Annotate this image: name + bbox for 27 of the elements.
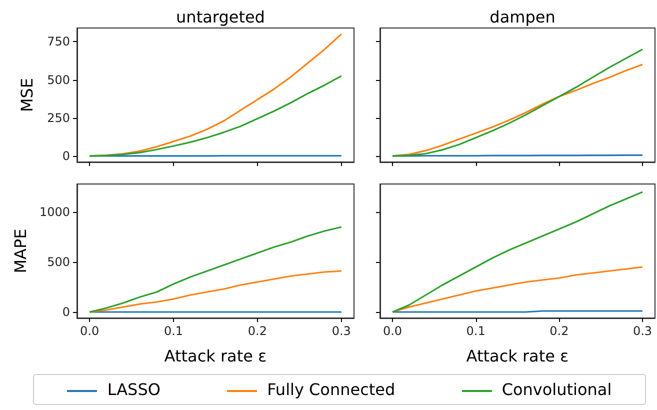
- line-series: [88, 270, 342, 313]
- y-tick-label: 500: [47, 72, 70, 87]
- y-tick-label: 250: [47, 110, 70, 125]
- y-tick-label: 750: [47, 34, 70, 49]
- x-tick-label: 0.3: [332, 324, 351, 338]
- y-axis-title: MAPE: [11, 228, 30, 274]
- line-series: [88, 75, 342, 157]
- y-tick-label: 0: [62, 148, 70, 163]
- y-axis-title: MSE: [18, 78, 36, 112]
- x-tick-label: 0.0: [382, 324, 402, 338]
- x-tick-label: 0.1: [466, 324, 486, 338]
- x-axis-title: Attack rate ε: [466, 346, 569, 366]
- legend-label: Convolutional: [500, 380, 612, 399]
- x-tick-label: 0.1: [164, 324, 184, 338]
- x-axis-title: Attack rate ε: [164, 346, 267, 366]
- y-tick-label: 0: [62, 305, 70, 319]
- x-tick-label: 0.2: [248, 324, 268, 338]
- chart-title: dampen: [490, 8, 556, 26]
- chart-title: untargeted: [176, 8, 265, 26]
- legend-label: Fully Connected: [266, 380, 396, 399]
- y-tick-label: 1000: [39, 205, 70, 219]
- legend-label: LASSO: [106, 380, 160, 399]
- x-tick-label: 0.3: [632, 324, 652, 338]
- x-tick-label: 0.0: [80, 324, 100, 338]
- y-tick-label: 500: [47, 255, 70, 269]
- x-tick-label: 0.2: [550, 324, 569, 338]
- line-series: [88, 226, 342, 313]
